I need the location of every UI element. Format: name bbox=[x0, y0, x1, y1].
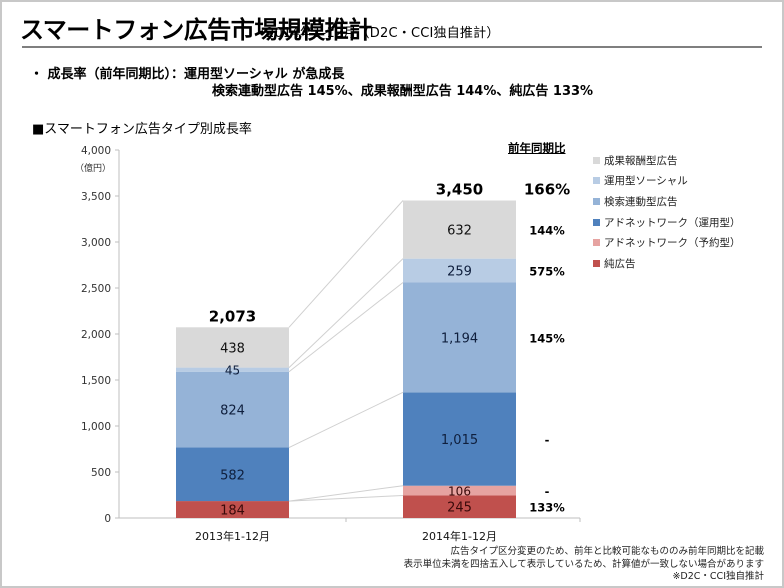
y-tick-label: 0 bbox=[104, 513, 111, 525]
legend-swatch bbox=[593, 218, 600, 226]
legend-item: 検索連動型広告 bbox=[593, 191, 741, 212]
yoy-growth-label: 145% bbox=[529, 331, 565, 345]
bar-segment bbox=[176, 367, 289, 372]
series-connector-line bbox=[288, 494, 404, 502]
yoy-growth-label: 144% bbox=[529, 224, 565, 238]
legend-swatch bbox=[593, 259, 600, 267]
yoy-total-label: 166% bbox=[524, 181, 570, 199]
x-tick-label: 2013年1-12月 bbox=[195, 529, 270, 543]
data-label: 45 bbox=[225, 364, 240, 378]
y-axis-unit-label: （億円） bbox=[75, 162, 111, 174]
data-label: 582 bbox=[220, 468, 245, 483]
series-connector-line bbox=[288, 282, 404, 373]
legend-label: アドネットワーク（運用型） bbox=[604, 216, 741, 229]
total-label: 2,073 bbox=[209, 307, 256, 325]
legend-item: アドネットワーク（予約型） bbox=[593, 232, 741, 253]
page-subtitle: 2014年1-12月（D2C・CCI独自推計） bbox=[266, 26, 500, 41]
footnote: 表示単位未満を四捨五入して表示しているため、計算値が一致しない場合があります bbox=[403, 558, 764, 570]
legend-item: 運用型ソーシャル bbox=[593, 171, 741, 192]
data-label: 259 bbox=[447, 265, 472, 280]
summary-line-2: 検索連動型広告 145%、成果報酬型広告 144%、純広告 133% bbox=[212, 84, 594, 99]
bar-segment bbox=[176, 501, 289, 518]
footnotes: 広告タイプ区分変更のため、前年と比較可能なもののみ前年同期比を記載 表示単位未満… bbox=[404, 546, 764, 584]
y-tick-label: 3,500 bbox=[81, 191, 111, 203]
y-tick-label: 2,000 bbox=[81, 329, 111, 341]
legend-swatch bbox=[593, 197, 600, 205]
page-title: スマートフォン広告市場規模推計 bbox=[20, 16, 372, 44]
legend-label: アドネットワーク（予約型） bbox=[604, 237, 741, 250]
bar-segment bbox=[403, 200, 516, 259]
series-connector-line bbox=[288, 391, 404, 448]
legend-item: アドネットワーク（運用型） bbox=[593, 212, 741, 233]
series-connector-line bbox=[288, 200, 404, 328]
bar-segment bbox=[403, 495, 516, 518]
legend-swatch bbox=[593, 156, 600, 164]
yoy-growth-label: 575% bbox=[529, 265, 565, 279]
bar-segment bbox=[176, 447, 289, 502]
bar-segment bbox=[176, 371, 289, 448]
yoy-growth-label: 133% bbox=[529, 501, 565, 515]
data-label: 106 bbox=[448, 485, 471, 499]
y-tick-label: 4,000 bbox=[81, 145, 111, 157]
footnote: 広告タイプ区分変更のため、前年と比較可能なもののみ前年同期比を記載 bbox=[450, 546, 764, 557]
bar-segment bbox=[403, 485, 516, 496]
yoy-growth-label: - bbox=[545, 485, 550, 499]
legend-label: 運用型ソーシャル bbox=[604, 175, 688, 188]
bullet-marker: ・ bbox=[30, 67, 44, 82]
y-tick-label: 3,000 bbox=[81, 237, 111, 249]
data-label: 245 bbox=[447, 501, 472, 516]
chart-section-title: ■スマートフォン広告タイプ別成長率 bbox=[32, 122, 252, 137]
bar-segment bbox=[403, 282, 516, 393]
y-tick-label: 500 bbox=[91, 467, 111, 479]
summary-text-1: 成長率（前年同期比）：運用型ソーシャル が急成長 bbox=[47, 67, 345, 82]
legend-swatch bbox=[593, 177, 600, 185]
footnote: ※D2C・CCI独自推計 bbox=[672, 571, 764, 582]
chart-legend: 成果報酬型広告 運用型ソーシャル 検索連動型広告アドネットワーク（運用型） アドネット… bbox=[593, 150, 741, 274]
legend-item: 成果報酬型広告 bbox=[593, 150, 741, 171]
data-label: 438 bbox=[220, 341, 245, 356]
yoy-growth-label: - bbox=[545, 433, 550, 447]
yoy-header: 前年同期比 bbox=[508, 141, 566, 155]
data-label: 632 bbox=[447, 224, 472, 239]
series-connector-line bbox=[288, 258, 404, 368]
legend-item: 純広告 bbox=[593, 253, 741, 274]
bar-segment bbox=[403, 258, 516, 283]
y-tick-label: 2,500 bbox=[81, 283, 111, 295]
x-tick-label: 2014年1-12月 bbox=[422, 529, 497, 543]
legend-label: 純広告 bbox=[604, 257, 636, 270]
legend-label: 成果報酬型広告 bbox=[604, 154, 678, 167]
data-label: 1,015 bbox=[441, 433, 478, 448]
y-tick-label: 1,500 bbox=[81, 375, 111, 387]
total-label: 3,450 bbox=[436, 181, 483, 199]
summary-line-1: ・ 成長率（前年同期比）：運用型ソーシャル が急成長 bbox=[30, 63, 344, 82]
legend-swatch bbox=[593, 239, 600, 247]
data-label: 184 bbox=[220, 504, 245, 519]
data-label: 824 bbox=[220, 404, 245, 419]
y-tick-label: 1,000 bbox=[81, 421, 111, 433]
data-label: 1,194 bbox=[441, 331, 478, 346]
bar-segment bbox=[176, 327, 289, 368]
series-connector-line bbox=[288, 485, 404, 502]
bar-segment bbox=[403, 392, 516, 486]
legend-label: 検索連動型広告 bbox=[604, 195, 678, 208]
title-divider bbox=[22, 46, 762, 48]
